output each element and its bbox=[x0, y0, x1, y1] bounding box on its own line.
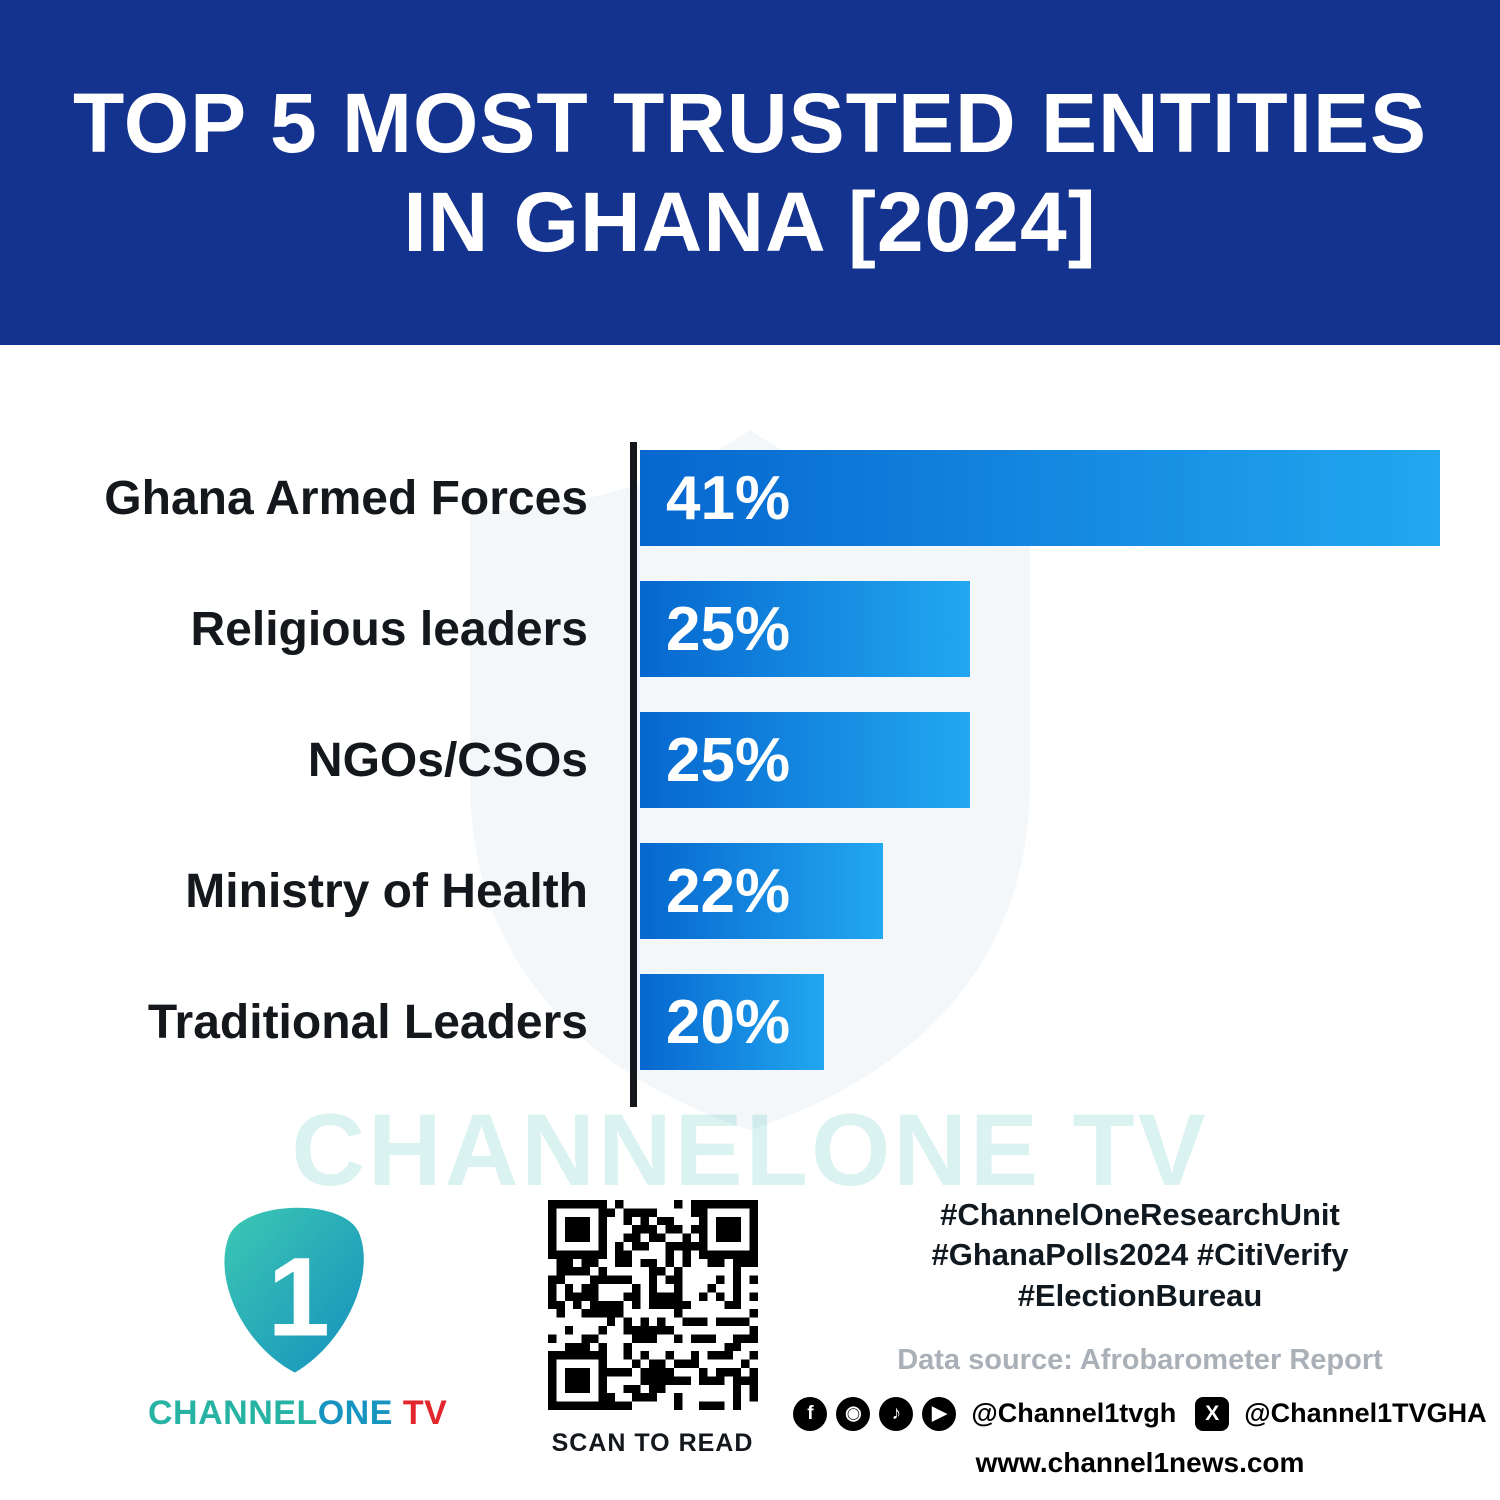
bar-traditional-leaders: 20% bbox=[640, 974, 824, 1070]
channel-one-logo-icon: 1 bbox=[224, 1207, 364, 1373]
hashtag-line: #ChannelOneResearchUnit bbox=[940, 1197, 1340, 1232]
value-label: 41% bbox=[666, 463, 791, 533]
value-label: 22% bbox=[666, 856, 791, 926]
header-banner: TOP 5 MOST TRUSTED ENTITIES IN GHANA [20… bbox=[0, 0, 1500, 345]
category-label: Traditional Leaders bbox=[147, 995, 588, 1049]
logo-word-tv: TV bbox=[392, 1394, 448, 1432]
x-icon: X bbox=[1195, 1396, 1230, 1431]
value-label: 20% bbox=[666, 987, 791, 1057]
qr-caption: SCAN TO READ bbox=[551, 1429, 754, 1457]
bar-religious-leaders: 25% bbox=[640, 581, 970, 677]
page-title-line1: TOP 5 MOST TRUSTED ENTITIES bbox=[72, 76, 1428, 171]
category-label: Ministry of Health bbox=[185, 864, 588, 918]
qr-code bbox=[545, 1200, 760, 1415]
bar-ghana-armed-forces: 41% bbox=[640, 450, 1440, 546]
social-handle-x: @Channel1TVGHA bbox=[1244, 1398, 1487, 1429]
category-label: Religious leaders bbox=[190, 602, 588, 656]
chart-row: NGOs/CSOs 25% bbox=[0, 712, 1500, 808]
bar-ministry-of-health: 22% bbox=[640, 843, 883, 939]
logo-word-one: ONE bbox=[317, 1394, 393, 1432]
hashtag-line: #ElectionBureau bbox=[1017, 1277, 1263, 1313]
website-url: www.channel1news.com bbox=[975, 1446, 1305, 1478]
category-label: NGOs/CSOs bbox=[307, 733, 588, 787]
facebook-icon: f bbox=[793, 1396, 828, 1431]
channel-one-logo: 1 CHANNELONE TV bbox=[148, 1185, 447, 1433]
bar-ngos-csos: 25% bbox=[640, 712, 970, 808]
chart-row: Traditional Leaders 20% bbox=[0, 974, 1500, 1070]
page-title-line2: IN GHANA [2024] bbox=[403, 174, 1097, 269]
category-label: Ghana Armed Forces bbox=[104, 471, 588, 525]
qr-block: SCAN TO READ bbox=[545, 1200, 760, 1458]
logo-wordmark: CHANNELONE TV bbox=[148, 1394, 447, 1433]
chart-row: Ghana Armed Forces 41% bbox=[0, 450, 1500, 546]
chart-row: Ministry of Health 22% bbox=[0, 843, 1500, 939]
logo-word-channel: CHANNEL bbox=[148, 1394, 318, 1432]
social-handle-primary: @Channel1tvgh bbox=[971, 1398, 1177, 1429]
footer-info: #ChannelOneResearchUnit #GhanaPolls2024 … bbox=[793, 1195, 1487, 1479]
logo-numeral: 1 bbox=[267, 1233, 330, 1359]
value-label: 25% bbox=[666, 594, 791, 664]
data-source-note: Data source: Afrobarometer Report bbox=[897, 1343, 1383, 1376]
youtube-icon: ▶ bbox=[922, 1396, 957, 1431]
chart-axis bbox=[630, 442, 637, 1107]
value-label: 25% bbox=[666, 725, 791, 795]
social-row: f ◉ ♪ ▶ @Channel1tvgh X @Channel1TVGHA bbox=[793, 1396, 1487, 1431]
channel-one-watermark: CHANNELONE TV bbox=[291, 1093, 1209, 1207]
instagram-icon: ◉ bbox=[836, 1396, 871, 1431]
bar-chart: Ghana Armed Forces 41% Religious leaders… bbox=[0, 442, 1500, 1107]
hashtag-line: #GhanaPolls2024 #CitiVerify bbox=[931, 1237, 1349, 1273]
tiktok-icon: ♪ bbox=[879, 1396, 914, 1431]
chart-row: Religious leaders 25% bbox=[0, 581, 1500, 677]
